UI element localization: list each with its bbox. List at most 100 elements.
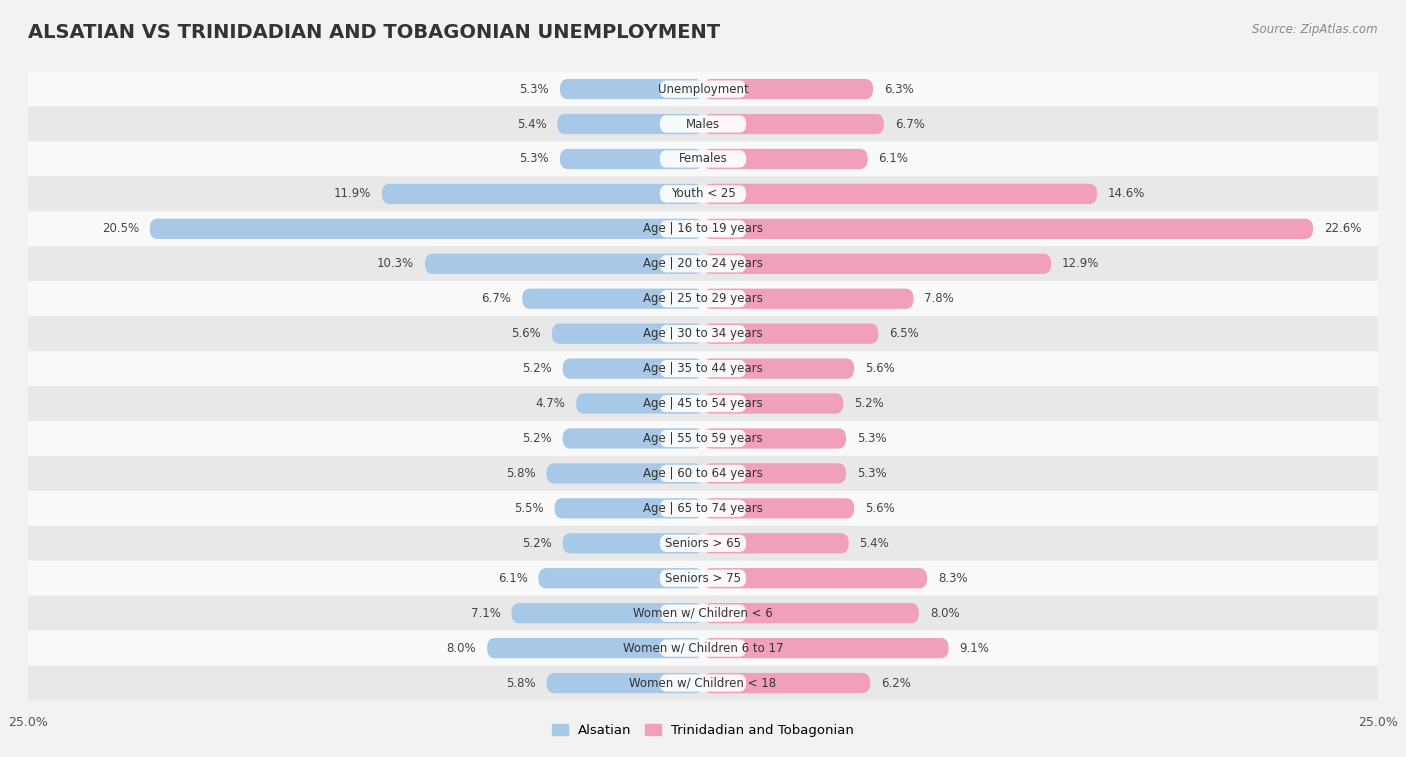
- FancyBboxPatch shape: [28, 211, 1378, 246]
- Text: Women w/ Children < 18: Women w/ Children < 18: [630, 677, 776, 690]
- FancyBboxPatch shape: [522, 288, 703, 309]
- FancyBboxPatch shape: [28, 526, 1378, 561]
- FancyBboxPatch shape: [560, 79, 703, 99]
- Text: 5.6%: 5.6%: [865, 502, 894, 515]
- Text: 5.6%: 5.6%: [512, 327, 541, 340]
- Text: 5.2%: 5.2%: [522, 362, 551, 375]
- FancyBboxPatch shape: [659, 115, 747, 132]
- Text: 6.3%: 6.3%: [884, 83, 914, 95]
- FancyBboxPatch shape: [512, 603, 703, 623]
- FancyBboxPatch shape: [659, 360, 747, 377]
- FancyBboxPatch shape: [659, 465, 747, 482]
- Text: 5.3%: 5.3%: [856, 467, 887, 480]
- Text: 5.3%: 5.3%: [519, 83, 550, 95]
- FancyBboxPatch shape: [703, 254, 1052, 274]
- FancyBboxPatch shape: [28, 596, 1378, 631]
- FancyBboxPatch shape: [659, 395, 747, 412]
- FancyBboxPatch shape: [659, 640, 747, 657]
- FancyBboxPatch shape: [28, 665, 1378, 700]
- Text: 5.3%: 5.3%: [519, 152, 550, 166]
- Text: 8.0%: 8.0%: [447, 642, 477, 655]
- Text: Women w/ Children 6 to 17: Women w/ Children 6 to 17: [623, 642, 783, 655]
- Text: 10.3%: 10.3%: [377, 257, 415, 270]
- Text: 5.2%: 5.2%: [522, 432, 551, 445]
- FancyBboxPatch shape: [551, 323, 703, 344]
- FancyBboxPatch shape: [560, 149, 703, 169]
- FancyBboxPatch shape: [28, 316, 1378, 351]
- FancyBboxPatch shape: [382, 184, 703, 204]
- Text: Source: ZipAtlas.com: Source: ZipAtlas.com: [1253, 23, 1378, 36]
- FancyBboxPatch shape: [28, 176, 1378, 211]
- FancyBboxPatch shape: [425, 254, 703, 274]
- FancyBboxPatch shape: [659, 80, 747, 98]
- Text: 5.5%: 5.5%: [515, 502, 544, 515]
- FancyBboxPatch shape: [703, 603, 920, 623]
- Text: Youth < 25: Youth < 25: [671, 188, 735, 201]
- FancyBboxPatch shape: [703, 359, 855, 378]
- Text: 9.1%: 9.1%: [959, 642, 990, 655]
- FancyBboxPatch shape: [703, 114, 884, 134]
- Text: 6.5%: 6.5%: [889, 327, 920, 340]
- Text: 6.1%: 6.1%: [498, 572, 527, 584]
- Text: 8.3%: 8.3%: [938, 572, 967, 584]
- Text: 6.7%: 6.7%: [481, 292, 512, 305]
- Text: Seniors > 75: Seniors > 75: [665, 572, 741, 584]
- FancyBboxPatch shape: [659, 674, 747, 692]
- FancyBboxPatch shape: [659, 605, 747, 621]
- Text: 6.2%: 6.2%: [882, 677, 911, 690]
- FancyBboxPatch shape: [28, 282, 1378, 316]
- FancyBboxPatch shape: [659, 430, 747, 447]
- FancyBboxPatch shape: [659, 255, 747, 273]
- Text: 11.9%: 11.9%: [333, 188, 371, 201]
- FancyBboxPatch shape: [703, 638, 949, 659]
- FancyBboxPatch shape: [659, 290, 747, 307]
- FancyBboxPatch shape: [703, 498, 855, 519]
- Text: Women w/ Children < 6: Women w/ Children < 6: [633, 606, 773, 620]
- Text: 5.2%: 5.2%: [855, 397, 884, 410]
- FancyBboxPatch shape: [659, 220, 747, 238]
- FancyBboxPatch shape: [659, 151, 747, 167]
- Text: Age | 20 to 24 years: Age | 20 to 24 years: [643, 257, 763, 270]
- Text: 7.1%: 7.1%: [471, 606, 501, 620]
- FancyBboxPatch shape: [28, 456, 1378, 491]
- Text: 5.2%: 5.2%: [522, 537, 551, 550]
- Legend: Alsatian, Trinidadian and Tobagonian: Alsatian, Trinidadian and Tobagonian: [547, 718, 859, 742]
- FancyBboxPatch shape: [562, 428, 703, 449]
- FancyBboxPatch shape: [28, 72, 1378, 107]
- FancyBboxPatch shape: [703, 428, 846, 449]
- FancyBboxPatch shape: [547, 673, 703, 693]
- FancyBboxPatch shape: [659, 325, 747, 342]
- FancyBboxPatch shape: [547, 463, 703, 484]
- Text: 6.7%: 6.7%: [894, 117, 925, 130]
- FancyBboxPatch shape: [703, 463, 846, 484]
- FancyBboxPatch shape: [28, 561, 1378, 596]
- Text: 7.8%: 7.8%: [924, 292, 955, 305]
- FancyBboxPatch shape: [28, 246, 1378, 282]
- FancyBboxPatch shape: [562, 359, 703, 378]
- Text: 14.6%: 14.6%: [1108, 188, 1146, 201]
- Text: 5.3%: 5.3%: [856, 432, 887, 445]
- FancyBboxPatch shape: [703, 533, 849, 553]
- Text: 5.4%: 5.4%: [859, 537, 890, 550]
- Text: Age | 25 to 29 years: Age | 25 to 29 years: [643, 292, 763, 305]
- Text: Age | 35 to 44 years: Age | 35 to 44 years: [643, 362, 763, 375]
- Text: 5.8%: 5.8%: [506, 467, 536, 480]
- Text: 22.6%: 22.6%: [1324, 223, 1361, 235]
- FancyBboxPatch shape: [28, 107, 1378, 142]
- Text: Seniors > 65: Seniors > 65: [665, 537, 741, 550]
- FancyBboxPatch shape: [703, 673, 870, 693]
- Text: Age | 65 to 74 years: Age | 65 to 74 years: [643, 502, 763, 515]
- FancyBboxPatch shape: [659, 569, 747, 587]
- Text: Age | 55 to 59 years: Age | 55 to 59 years: [643, 432, 763, 445]
- Text: Age | 45 to 54 years: Age | 45 to 54 years: [643, 397, 763, 410]
- Text: Males: Males: [686, 117, 720, 130]
- FancyBboxPatch shape: [557, 114, 703, 134]
- FancyBboxPatch shape: [576, 394, 703, 413]
- FancyBboxPatch shape: [554, 498, 703, 519]
- Text: Age | 30 to 34 years: Age | 30 to 34 years: [643, 327, 763, 340]
- Text: 8.0%: 8.0%: [929, 606, 959, 620]
- FancyBboxPatch shape: [28, 421, 1378, 456]
- FancyBboxPatch shape: [703, 394, 844, 413]
- FancyBboxPatch shape: [28, 142, 1378, 176]
- FancyBboxPatch shape: [562, 533, 703, 553]
